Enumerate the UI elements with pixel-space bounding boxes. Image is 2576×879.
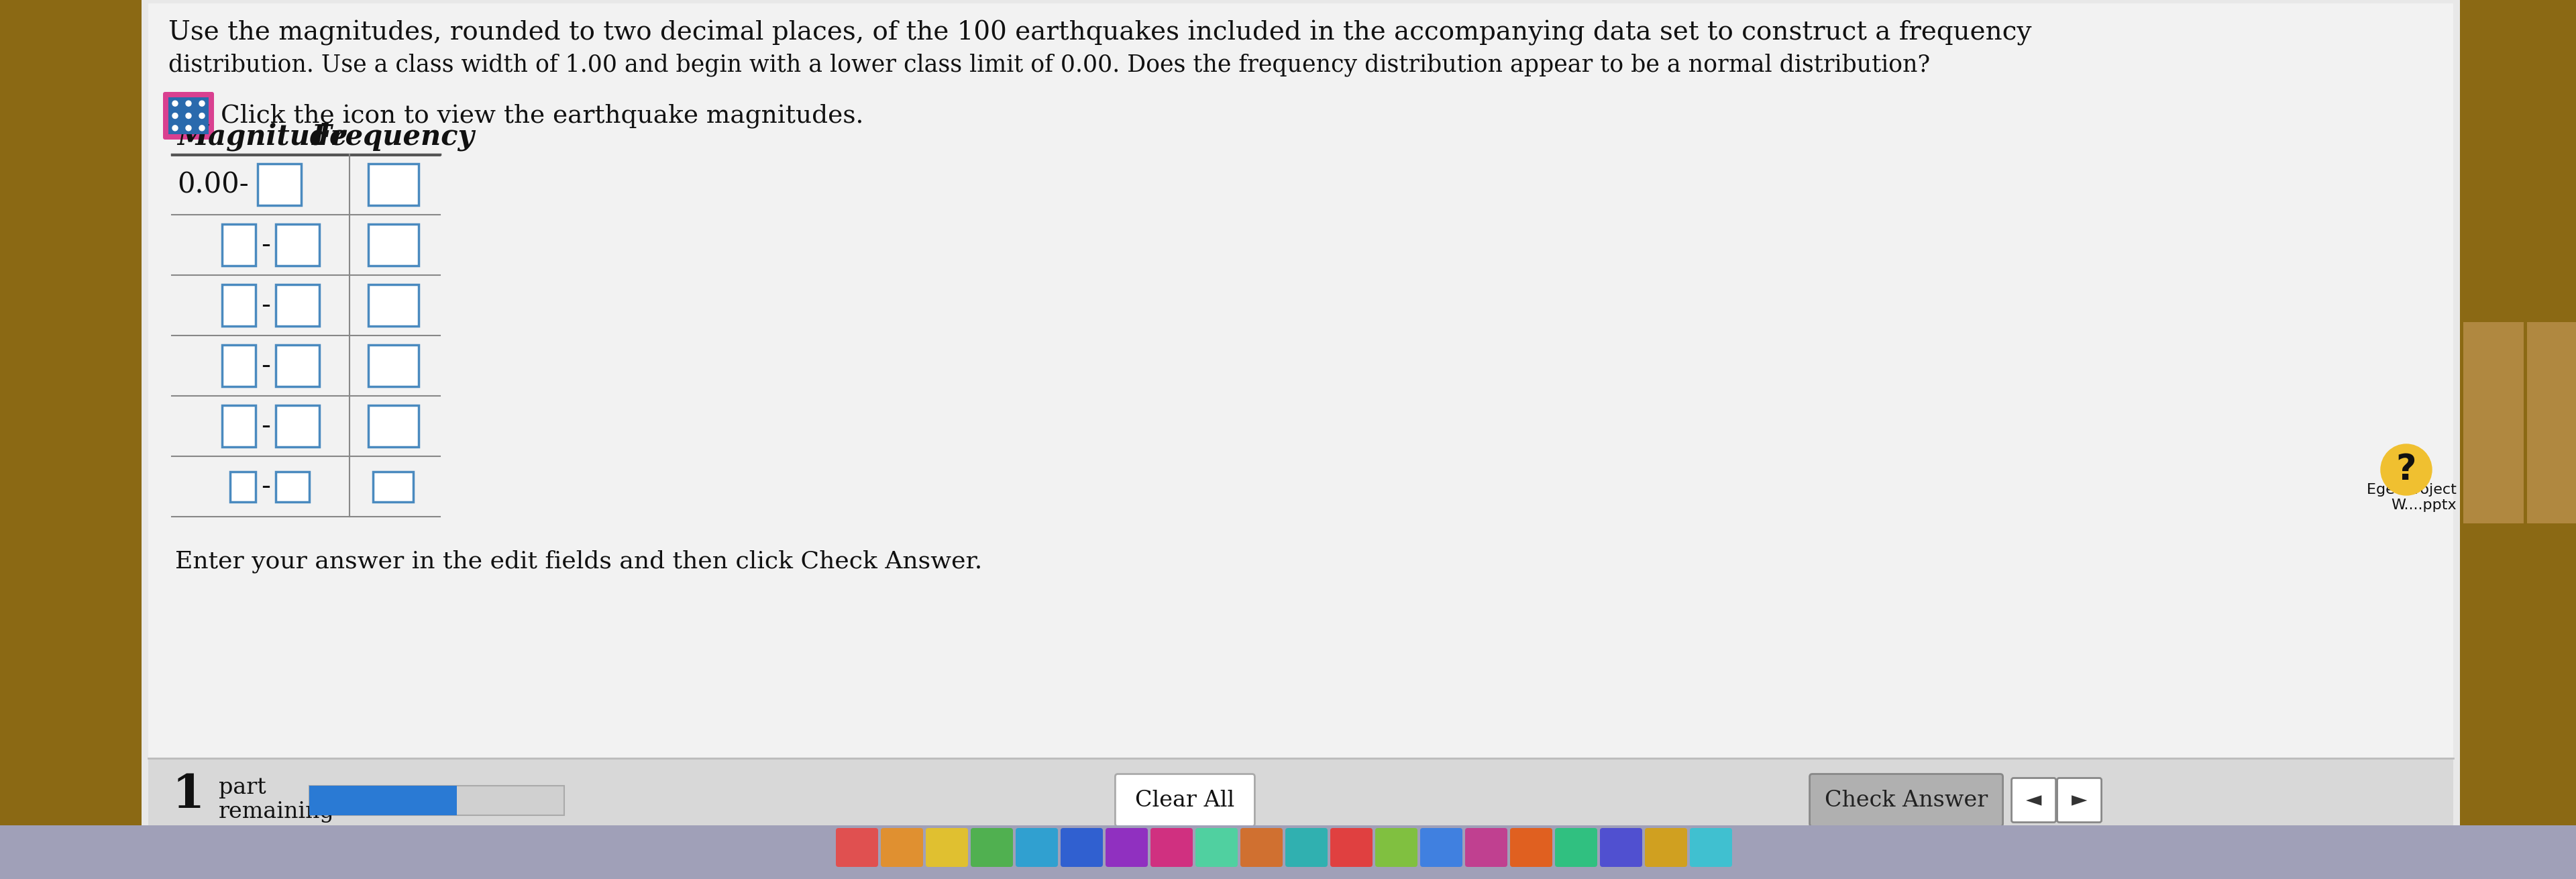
- Bar: [276, 345, 319, 387]
- Text: distribution. Use a class width of 1.00 and begin with a lower class limit of 0.: distribution. Use a class width of 1.00 …: [167, 54, 1929, 76]
- FancyBboxPatch shape: [1419, 828, 1463, 867]
- FancyBboxPatch shape: [1556, 828, 1597, 867]
- Text: ►: ►: [2071, 790, 2087, 810]
- FancyBboxPatch shape: [971, 828, 1012, 867]
- Text: part: part: [219, 777, 265, 799]
- FancyBboxPatch shape: [1690, 828, 1731, 867]
- Text: Magnitude: Magnitude: [178, 122, 348, 151]
- Bar: [368, 405, 417, 447]
- Circle shape: [198, 126, 204, 131]
- Text: -: -: [260, 293, 270, 318]
- Bar: [222, 405, 255, 447]
- Circle shape: [173, 126, 178, 131]
- Bar: [258, 163, 301, 206]
- Bar: [368, 345, 417, 387]
- FancyBboxPatch shape: [1466, 828, 1507, 867]
- Text: Use the magnitudes, rounded to two decimal places, of the 100 earthquakes includ: Use the magnitudes, rounded to two decim…: [167, 20, 2032, 46]
- Circle shape: [185, 113, 191, 119]
- FancyBboxPatch shape: [1242, 828, 1283, 867]
- Text: Frequency: Frequency: [312, 123, 474, 151]
- FancyBboxPatch shape: [1808, 774, 2004, 826]
- Text: -: -: [260, 413, 270, 439]
- Text: Clear All: Clear All: [1136, 789, 1234, 811]
- FancyBboxPatch shape: [2058, 778, 2102, 822]
- FancyBboxPatch shape: [2012, 778, 2056, 822]
- Circle shape: [185, 101, 191, 106]
- Text: 0.00-: 0.00-: [178, 171, 250, 199]
- Circle shape: [2380, 444, 2432, 495]
- Bar: [2527, 322, 2576, 523]
- Text: ?: ?: [2396, 453, 2416, 487]
- Text: -: -: [260, 474, 270, 499]
- Bar: [276, 224, 319, 265]
- Bar: [229, 471, 255, 502]
- Bar: [222, 345, 255, 387]
- FancyBboxPatch shape: [1646, 828, 1687, 867]
- Bar: [276, 471, 309, 502]
- Bar: [309, 786, 564, 815]
- FancyBboxPatch shape: [162, 92, 214, 140]
- Text: ◄: ◄: [2025, 790, 2043, 810]
- Bar: [374, 471, 412, 502]
- Circle shape: [173, 101, 178, 106]
- FancyBboxPatch shape: [1600, 828, 1643, 867]
- Bar: [276, 405, 319, 447]
- Bar: [167, 98, 209, 134]
- FancyBboxPatch shape: [881, 828, 922, 867]
- FancyBboxPatch shape: [1510, 828, 1553, 867]
- Text: remaining: remaining: [219, 802, 335, 823]
- Circle shape: [198, 113, 204, 119]
- FancyBboxPatch shape: [1115, 774, 1255, 826]
- Circle shape: [198, 101, 204, 106]
- Circle shape: [185, 126, 191, 131]
- FancyBboxPatch shape: [1195, 828, 1236, 867]
- Text: -: -: [260, 353, 270, 379]
- FancyBboxPatch shape: [1329, 828, 1373, 867]
- Bar: [368, 224, 417, 265]
- Bar: [222, 224, 255, 265]
- Bar: [368, 285, 417, 326]
- Bar: [368, 163, 417, 206]
- Bar: [222, 285, 255, 326]
- Text: Eget Project
W....pptx: Eget Project W....pptx: [2367, 483, 2458, 512]
- Text: Enter your answer in the edit fields and then click Check Answer.: Enter your answer in the edit fields and…: [175, 550, 981, 573]
- FancyBboxPatch shape: [1285, 828, 1327, 867]
- FancyBboxPatch shape: [835, 828, 878, 867]
- FancyBboxPatch shape: [925, 828, 969, 867]
- FancyBboxPatch shape: [1061, 828, 1103, 867]
- Text: -: -: [260, 232, 270, 258]
- Bar: [149, 4, 2452, 818]
- Bar: [309, 786, 456, 815]
- Bar: [0, 825, 2576, 879]
- Bar: [309, 786, 456, 815]
- Bar: [276, 285, 319, 326]
- Text: 1: 1: [173, 773, 204, 817]
- Bar: [2463, 322, 2524, 523]
- Text: Check Answer: Check Answer: [1824, 789, 1989, 811]
- FancyBboxPatch shape: [1105, 828, 1149, 867]
- FancyBboxPatch shape: [1015, 828, 1059, 867]
- Circle shape: [173, 113, 178, 119]
- FancyBboxPatch shape: [1151, 828, 1193, 867]
- Text: Click the icon to view the earthquake magnitudes.: Click the icon to view the earthquake ma…: [222, 104, 863, 128]
- FancyBboxPatch shape: [1376, 828, 1417, 867]
- Bar: [149, 759, 2452, 842]
